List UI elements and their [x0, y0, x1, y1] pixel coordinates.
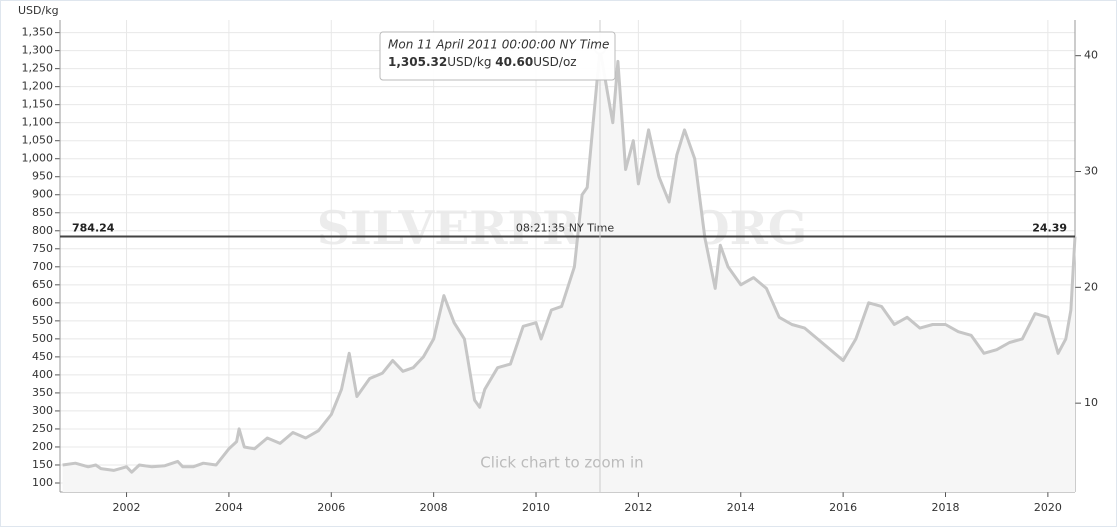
- y-tick-label: 500: [32, 332, 53, 345]
- y-axis-label: USD/kg: [18, 4, 59, 17]
- tooltip-date: Mon 11 April 2011 00:00:00 NY Time: [388, 38, 609, 52]
- x-tick-label: 2004: [215, 501, 243, 514]
- current-oz: 24.39: [1032, 221, 1067, 234]
- y2-tick-label: 30: [1084, 165, 1098, 178]
- area: [62, 48, 1075, 493]
- y2-tick-label: 10: [1084, 396, 1098, 409]
- x-tick-label: 2010: [522, 501, 550, 514]
- y-tick-label: 650: [32, 278, 53, 291]
- y-tick-label: 1,300: [22, 44, 54, 57]
- y-tick-label: 100: [32, 476, 53, 489]
- y-tick-label: 200: [32, 440, 53, 453]
- tooltip-oz-value: 40.60: [495, 55, 533, 69]
- x-tick-label: 2016: [829, 501, 857, 514]
- y-tick-label: 400: [32, 368, 53, 381]
- x-tick-label: 2002: [113, 501, 141, 514]
- y-tick-label: 850: [32, 206, 53, 219]
- tooltip-values: 1,305.32USD/kg 40.60USD/oz: [388, 55, 577, 69]
- y-tick-label: 450: [32, 350, 53, 363]
- y-tick-label: 1,150: [22, 98, 54, 111]
- tooltip-box: [379, 31, 616, 81]
- zoom-hint: Click chart to zoom in: [480, 454, 643, 472]
- y-tick-label: 300: [32, 404, 53, 417]
- y-tick-label: 1,050: [22, 134, 54, 147]
- x-tick-label: 2018: [932, 501, 960, 514]
- y-tick-label: 950: [32, 170, 53, 183]
- y-tick-label: 1,100: [22, 116, 54, 129]
- y-tick-label: 150: [32, 458, 53, 471]
- x-tick-label: 2012: [624, 501, 652, 514]
- x-tick-label: 2006: [317, 501, 345, 514]
- watermark: SILVERPRICE.ORG: [317, 201, 807, 255]
- y2-tick-label: 20: [1084, 280, 1098, 293]
- y-tick-label: 550: [32, 314, 53, 327]
- y-tick-label: 1,200: [22, 80, 54, 93]
- y-tick-label: 1,350: [22, 26, 54, 39]
- y-tick-label: 900: [32, 188, 53, 201]
- current-time: 08:21:35 NY Time: [516, 221, 614, 234]
- y-tick-label: 700: [32, 260, 53, 273]
- y2-tick-label: 40: [1084, 49, 1098, 62]
- tooltip-value: 1,305.32: [388, 55, 447, 69]
- tooltip-unit: USD/kg: [447, 55, 491, 69]
- x-tick-label: 2008: [420, 501, 448, 514]
- price-line: [62, 47, 1077, 474]
- y-tick-label: 1,250: [22, 62, 54, 75]
- y-tick-label: 1,000: [22, 152, 54, 165]
- current-value: 784.24: [72, 221, 115, 234]
- y-tick-label: 600: [32, 296, 53, 309]
- y-tick-label: 250: [32, 422, 53, 435]
- tooltip: Mon 11 April 2011 00:00:00 NY Time 1,305.…: [379, 31, 616, 81]
- y-tick-label: 750: [32, 242, 53, 255]
- x-tick-label: 2020: [1034, 501, 1062, 514]
- tooltip-oz-unit: USD/oz: [533, 55, 576, 69]
- y-tick-label: 800: [32, 224, 53, 237]
- x-tick-label: 2014: [727, 501, 755, 514]
- y-tick-label: 350: [32, 386, 53, 399]
